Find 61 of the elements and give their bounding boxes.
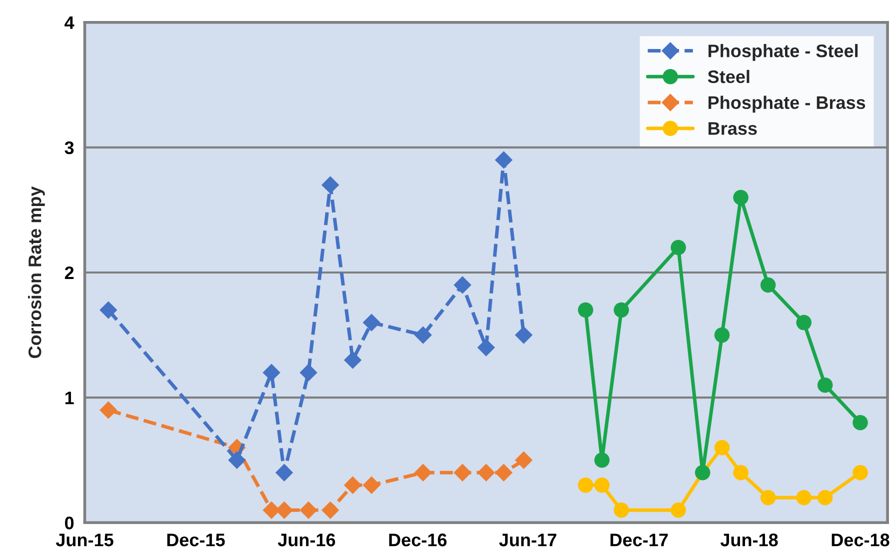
x-tick-label: Dec-18 bbox=[832, 534, 890, 546]
point bbox=[454, 464, 472, 482]
point bbox=[454, 276, 472, 294]
point bbox=[578, 478, 594, 493]
point bbox=[733, 190, 748, 206]
y-axis-title: Corrosion Rate mpy bbox=[28, 186, 45, 358]
legend-label: Phosphate - Steel bbox=[708, 44, 858, 61]
legend-label: Brass bbox=[708, 122, 757, 135]
legend-label: Phosphate - Brass bbox=[708, 96, 866, 113]
point bbox=[594, 452, 610, 468]
point bbox=[362, 476, 380, 494]
point bbox=[477, 464, 495, 482]
point bbox=[760, 490, 776, 506]
point bbox=[670, 240, 686, 256]
point bbox=[362, 314, 380, 332]
point bbox=[852, 464, 868, 480]
point bbox=[344, 476, 362, 494]
x-tick-label: Jun-16 bbox=[278, 534, 336, 546]
point bbox=[494, 151, 513, 169]
point bbox=[275, 464, 294, 482]
point bbox=[614, 502, 629, 518]
point bbox=[614, 302, 629, 318]
point bbox=[100, 401, 118, 419]
legend-label: Steel bbox=[708, 70, 750, 84]
y-tick-label: 3 bbox=[64, 141, 74, 154]
point bbox=[228, 451, 246, 469]
y-tick-label: 4 bbox=[64, 16, 74, 29]
point bbox=[514, 326, 533, 344]
point bbox=[817, 490, 833, 506]
y-tick-label: 2 bbox=[64, 266, 74, 280]
point bbox=[300, 501, 318, 519]
point bbox=[578, 302, 594, 318]
point bbox=[714, 327, 730, 343]
point bbox=[100, 301, 118, 319]
point bbox=[414, 464, 432, 482]
x-tick-label: Jun-15 bbox=[56, 534, 114, 546]
point bbox=[344, 351, 362, 369]
point bbox=[817, 377, 833, 393]
point bbox=[477, 338, 495, 356]
point bbox=[852, 414, 868, 430]
x-tick-label: Dec-17 bbox=[610, 534, 668, 546]
y-tick-label: 1 bbox=[65, 392, 74, 404]
point bbox=[796, 490, 812, 506]
point bbox=[594, 478, 610, 493]
point bbox=[300, 364, 318, 382]
x-tick-label: Jun-17 bbox=[499, 534, 556, 546]
x-tick-label: Jun-18 bbox=[720, 534, 778, 546]
point bbox=[514, 451, 533, 469]
point bbox=[796, 314, 812, 330]
point bbox=[714, 440, 730, 456]
point bbox=[321, 501, 340, 519]
x-tick-label: Dec-15 bbox=[167, 534, 225, 546]
point bbox=[494, 464, 513, 482]
point bbox=[670, 502, 686, 518]
point bbox=[760, 277, 776, 293]
point bbox=[262, 364, 280, 382]
point bbox=[733, 464, 748, 480]
y-tick-label: 0 bbox=[64, 516, 74, 530]
point bbox=[414, 326, 432, 344]
point bbox=[321, 176, 340, 194]
x-tick-label: Dec-16 bbox=[389, 534, 447, 546]
